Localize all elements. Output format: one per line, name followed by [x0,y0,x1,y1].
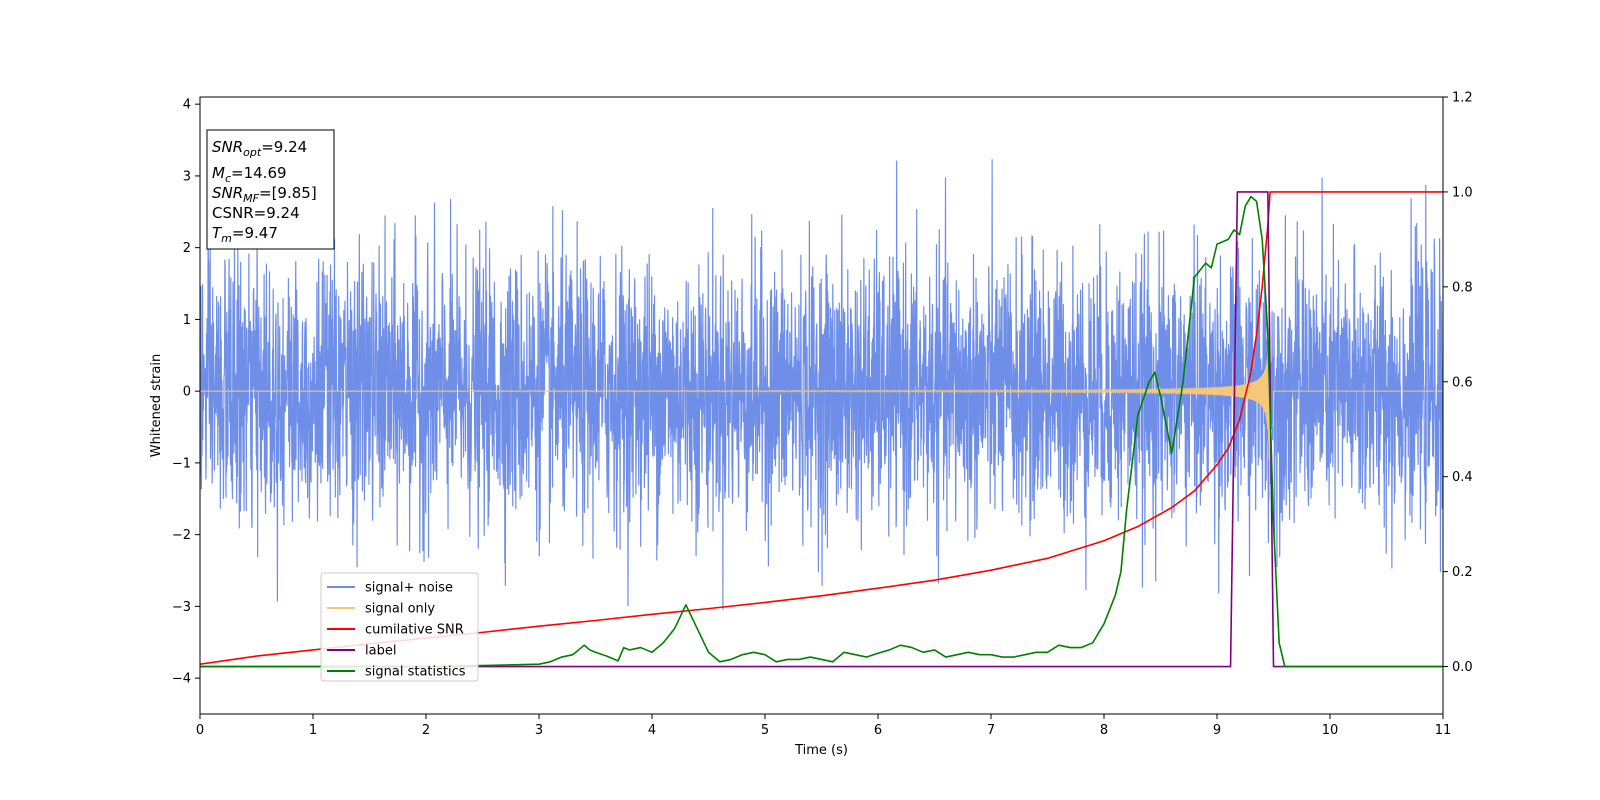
info-line: SNRopt=9.24 [212,138,307,159]
x-tick-label: 9 [1213,723,1221,738]
legend-entry: cumilative SNR [365,623,464,638]
axes-layer: 0 1 2 3 4 5 6 7 8 9 10 11 −4 −3 −2 −1 0 1 2 3 4 0.0 0.2 0.4 0.6 0… [172,91,1473,739]
y-tick-label-left: −2 [172,528,191,543]
x-axis-label: Time (s) [794,743,848,758]
info-line: Mc=14.69 [212,164,287,185]
y-tick-label-left: 1 [183,313,191,328]
y-tick-label-right: 0.6 [1452,375,1473,390]
legend-frame [320,572,479,682]
x-tick-label: 1 [309,723,317,738]
info-box: SNRopt=9.24 Mc=14.69SNRMF=[9.85]CSNR=9.24… [206,129,335,250]
legend-entry: signal only [365,602,435,617]
series-line-1 [200,292,1443,501]
x-tick-label: 4 [648,723,656,738]
x-tick-label: 3 [535,723,543,738]
legend: signal+ noise signal only cumilative SNR la… [320,572,479,682]
y-tick-label-right: 1.0 [1452,185,1473,200]
legend-entry: label [365,644,396,659]
info-line: CSNR=9.24 [212,204,300,222]
x-tick-label: 5 [761,723,769,738]
x-tick-label: 11 [1435,723,1452,738]
legend-entry: signal+ noise [365,581,453,596]
y-tick-label-left: −1 [172,456,191,471]
y-tick-label-right: 0.2 [1452,565,1473,580]
series-line-0 [200,159,1443,611]
info-line: SNRMF=[9.85] [212,184,317,205]
y-tick-label-left: −4 [172,672,191,687]
y-tick-label-left: 0 [183,385,191,400]
y-axis-label: Whitened strain [149,354,164,457]
y-tick-label-left: 2 [183,241,191,256]
y-tick-label-right: 0.4 [1452,470,1473,485]
series-line-4 [200,195,1443,668]
y-tick-label-left: 3 [183,169,191,184]
y-tick-label-right: 0.8 [1452,280,1473,295]
info-line: Tm=9.47 [212,224,278,245]
y-tick-label-left: 4 [183,98,191,113]
x-tick-label: 6 [874,723,882,738]
info-box-frame [206,129,335,250]
y-tick-label-right: 1.2 [1452,91,1473,106]
x-tick-label: 7 [987,723,995,738]
x-tick-label: 8 [1100,723,1108,738]
legend-entry: signal statistics [365,665,466,680]
y-tick-label-right: 0.0 [1452,660,1473,675]
x-tick-label: 2 [422,723,430,738]
y-tick-label-left: −3 [172,600,191,615]
x-tick-label: 10 [1322,723,1339,738]
plot-frame [199,96,1444,715]
x-tick-label: 0 [196,723,204,738]
